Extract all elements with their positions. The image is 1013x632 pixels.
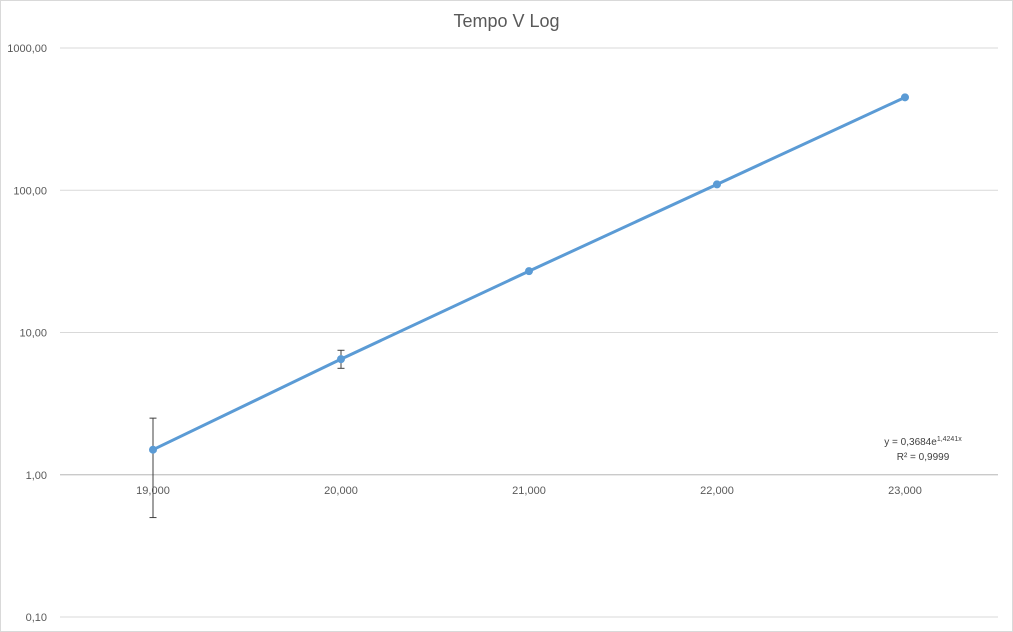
- y-tick-label: 1,00: [26, 470, 47, 482]
- x-tick-label: 20,000: [324, 485, 358, 497]
- data-point: [901, 93, 909, 102]
- y-tick-label: 1000,00: [7, 43, 47, 55]
- x-tick-label: 22,000: [700, 485, 734, 497]
- x-tick-label: 23,000: [888, 485, 922, 497]
- data-point: [713, 180, 721, 189]
- trendline-equation: y = 0,3684e1,4241x: [858, 435, 988, 450]
- x-tick-label: 21,000: [512, 485, 546, 497]
- trendline-label: y = 0,3684e1,4241x R² = 0,9999: [858, 435, 988, 465]
- y-tick-label: 100,00: [13, 185, 47, 197]
- data-point: [149, 445, 157, 454]
- chart-title: Tempo V Log: [453, 11, 560, 31]
- y-tick-label: 0,10: [26, 612, 47, 624]
- data-point: [525, 267, 533, 276]
- trendline-equation-exponent: 1,4241x: [936, 436, 962, 443]
- trendline-equation-prefix: y = 0,3684e: [884, 437, 937, 448]
- trendline-r-squared: R² = 0,9999: [896, 452, 950, 463]
- y-tick-label: 10,00: [19, 328, 47, 340]
- data-point: [337, 355, 345, 364]
